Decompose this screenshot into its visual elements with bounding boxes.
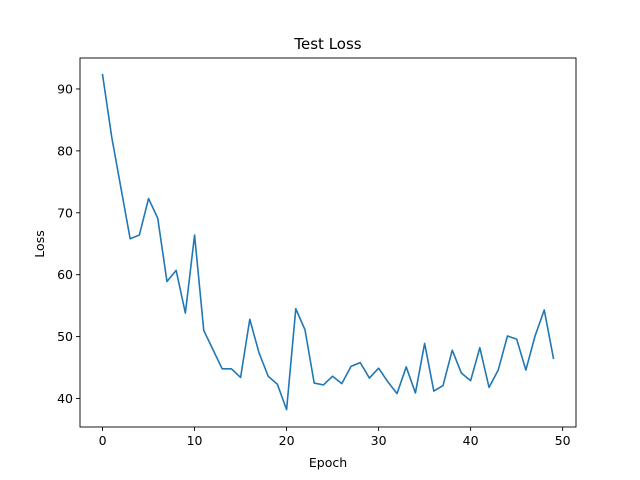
y-tick-label-1: 50 [57,329,73,344]
y-axis: 40 50 60 70 80 90 [57,81,80,406]
plot-frame [79,57,577,428]
chart-title: Test Loss [293,35,361,53]
x-tick-label-4: 40 [463,433,479,448]
series-line-0 [101,73,555,411]
x-tick-label-3: 30 [371,433,387,448]
x-tick-label-1: 10 [187,433,203,448]
x-tick-label-5: 50 [555,433,571,448]
x-axis: 0 10 20 30 40 50 [99,427,571,448]
y-axis-title: Loss [32,230,47,257]
y-tick-label-5: 90 [57,81,73,96]
y-tick-label-3: 70 [57,205,73,220]
y-tick-label-0: 40 [57,391,73,406]
y-tick-label-4: 80 [57,143,73,158]
plot-area [79,57,577,428]
y-tick-label-2: 60 [57,267,73,282]
x-tick-label-0: 0 [99,433,107,448]
x-axis-title: Epoch [309,455,347,470]
x-tick-label-2: 20 [279,433,295,448]
